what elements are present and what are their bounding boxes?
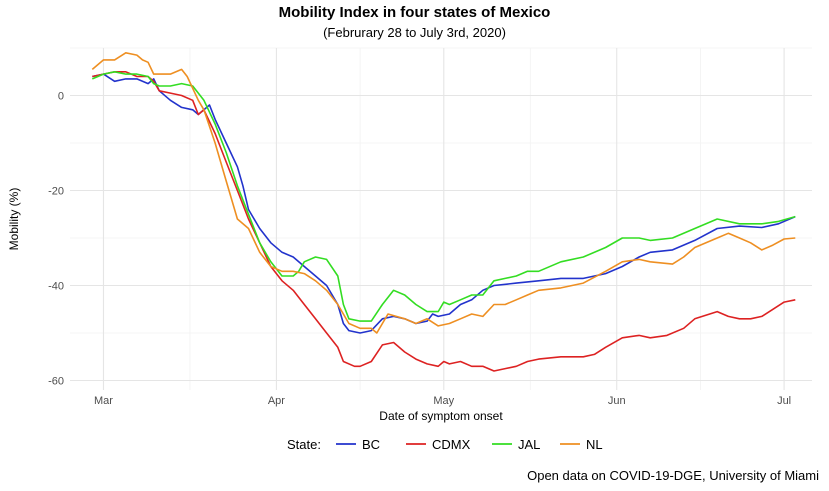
legend-title: State: [287, 437, 321, 452]
legend: State: BC CDMX JAL NL [287, 437, 603, 452]
y-tick-label: 0 [58, 91, 64, 103]
caption: Open data on COVID-19-DGE, University of… [527, 468, 819, 483]
x-tick-label: Jul [777, 395, 791, 407]
minor-gridlines [70, 47, 812, 390]
x-tick-label: May [433, 395, 454, 407]
x-axis-ticks: Mar Apr May Jun Jul [94, 395, 791, 407]
legend-label-jal: JAL [518, 437, 540, 452]
y-tick-label: -40 [48, 281, 64, 293]
x-tick-label: Jun [608, 395, 626, 407]
x-tick-label: Mar [94, 395, 113, 407]
series-line-nl [91, 52, 796, 334]
chart-title: Mobility Index in four states of Mexico [278, 4, 551, 21]
chart-subtitle: (Februrary 28 to July 3rd, 2020) [323, 25, 506, 40]
series-line-cdmx [92, 71, 796, 372]
legend-label-nl: NL [586, 437, 603, 452]
y-axis-ticks: 0 -20 -40 -60 [48, 91, 64, 388]
y-axis-title: Mobility (%) [7, 188, 21, 251]
legend-label-bc: BC [362, 437, 380, 452]
y-tick-label: -60 [48, 376, 64, 388]
x-axis-title: Date of symptom onset [379, 409, 503, 423]
x-tick-label: Apr [268, 395, 285, 407]
y-tick-label: -20 [48, 186, 64, 198]
legend-label-cdmx: CDMX [432, 437, 471, 452]
series-line-bc [92, 73, 796, 334]
series-lines [91, 52, 796, 372]
